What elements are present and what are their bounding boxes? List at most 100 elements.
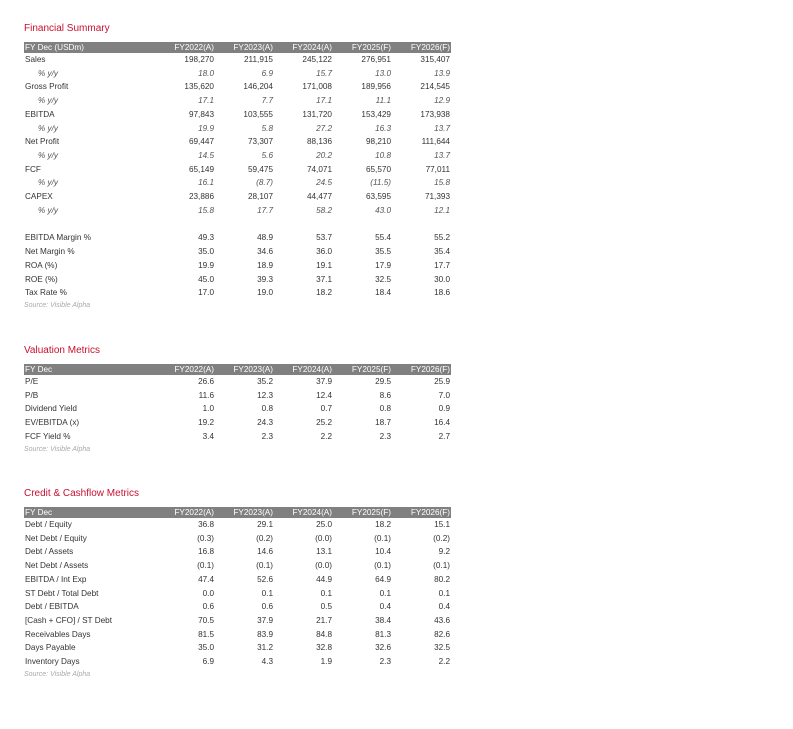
value-cell: 58.2	[316, 205, 332, 215]
table-row: P/E 26.6 35.2 37.9 29.5 25.9	[24, 375, 451, 389]
value-cell: 29.5	[375, 377, 391, 386]
value-cell: 37.9	[316, 377, 332, 386]
value-cell: 16.1	[198, 178, 214, 188]
valuation-metrics-body: P/E 26.6 35.2 37.9 29.5 25.9 P/B 11.6 12.3 12.4 8.…	[24, 375, 451, 444]
table-row: Net Debt / Equity (0.3) (0.2) (0.0) (0.1) (0.…	[24, 532, 451, 546]
value-cell: 17.1	[198, 96, 214, 106]
header-cell: FY2022(A)	[174, 365, 214, 374]
row-label: ROE (%)	[25, 274, 58, 284]
value-cell: 17.7	[257, 205, 273, 215]
value-cell: 20.2	[316, 150, 332, 160]
financial-summary-table: FY Dec (USDm) FY2022(A) FY2023(A) FY2024…	[24, 42, 451, 300]
value-cell: 97,843	[188, 109, 214, 119]
table-row: Debt / Equity 36.8 29.1 25.0 18.2 15.1	[24, 518, 451, 532]
value-cell: 84.8	[316, 629, 332, 639]
value-cell: 65,570	[365, 164, 391, 174]
value-cell: 12.3	[257, 390, 273, 400]
source-note: Source: Visible Alpha	[24, 301, 91, 309]
value-cell: 0.7	[320, 404, 332, 414]
financial-summary-title: Financial Summary	[24, 23, 110, 34]
value-cell: 18.2	[316, 288, 332, 298]
value-cell: 103,555	[243, 109, 273, 119]
value-cell: 47.4	[198, 574, 214, 584]
value-cell: 18.4	[375, 288, 391, 298]
row-label: FCF Yield %	[25, 431, 71, 441]
value-cell: 9.2	[438, 547, 450, 557]
value-cell: 25.0	[316, 520, 332, 529]
value-cell: 38.4	[375, 615, 391, 625]
value-cell: 6.9	[202, 657, 214, 667]
table-row: EBITDA / Int Exp 47.4 52.6 44.9 64.9 80.2	[24, 573, 451, 587]
spacer-row	[24, 217, 451, 231]
table-row: Receivables Days 81.5 83.9 84.8 81.3 82.6	[24, 628, 451, 642]
table-row: % y/y 15.8 17.7 58.2 43.0 12.1	[24, 204, 451, 218]
value-cell: 25.2	[316, 418, 332, 428]
value-cell: (11.5)	[370, 178, 391, 188]
table-row: Debt / EBITDA 0.6 0.6 0.5 0.4 0.4	[24, 600, 451, 614]
row-label: % y/y	[38, 205, 59, 215]
value-cell: 5.8	[261, 123, 273, 133]
value-cell: 59,475	[247, 164, 273, 174]
value-cell: 44.9	[316, 574, 332, 584]
value-cell: 11.1	[375, 96, 391, 106]
value-cell: 10.4	[375, 547, 391, 557]
value-cell: 2.3	[379, 431, 391, 441]
value-cell: 36.8	[198, 520, 214, 529]
value-cell: 19.9	[198, 123, 214, 133]
table-row: EBITDA Margin % 49.3 48.9 53.7 55.4 55.2	[24, 231, 451, 245]
value-cell: 14.6	[257, 547, 273, 557]
header-cell: FY2022(A)	[174, 43, 214, 52]
value-cell: 2.3	[379, 657, 391, 667]
value-cell: (0.1)	[374, 561, 391, 571]
value-cell: 18.6	[434, 288, 450, 298]
value-cell: 19.9	[198, 260, 214, 270]
value-cell: 16.8	[198, 547, 214, 557]
value-cell: 13.1	[316, 547, 332, 557]
row-label: Debt / Assets	[25, 547, 74, 557]
value-cell: 35.4	[434, 247, 450, 257]
row-label: Net Debt / Equity	[25, 533, 87, 543]
value-cell: 27.2	[316, 123, 332, 133]
table-row: FCF Yield % 3.4 2.3 2.2 2.3 2.7	[24, 430, 451, 444]
header-cell: FY2025(F)	[351, 365, 391, 374]
value-cell: 0.6	[202, 602, 214, 612]
value-cell: 245,122	[302, 55, 332, 64]
header-cell: FY2024(A)	[292, 365, 332, 374]
value-cell: 18.7	[375, 418, 391, 428]
value-cell: 131,720	[302, 109, 332, 119]
row-label: CAPEX	[25, 192, 53, 202]
value-cell: 69,447	[188, 137, 214, 147]
source-note: Source: Visible Alpha	[24, 670, 91, 678]
value-cell: 198,270	[184, 55, 214, 64]
table-row: Dividend Yield 1.0 0.8 0.7 0.8 0.9	[24, 402, 451, 416]
table-row: ROE (%) 45.0 39.3 37.1 32.5 30.0	[24, 273, 451, 287]
value-cell: 18.2	[375, 520, 391, 529]
table-row: % y/y 16.1 (8.7) 24.5 (11.5) 15.8	[24, 176, 451, 190]
value-cell: (0.1)	[374, 533, 391, 543]
value-cell: 7.7	[261, 96, 273, 106]
value-cell: 29.1	[257, 520, 273, 529]
value-cell: 16.3	[375, 123, 391, 133]
value-cell: 77,011	[425, 164, 450, 174]
header-cell: FY2024(A)	[292, 43, 332, 52]
row-label: EBITDA / Int Exp	[25, 574, 87, 584]
value-cell: 35.0	[198, 643, 214, 653]
value-cell: 18.0	[198, 68, 214, 78]
row-label: EBITDA	[25, 109, 55, 119]
value-cell: 39.3	[257, 274, 273, 284]
value-cell: 173,938	[420, 109, 450, 119]
table-row: ST Debt / Total Debt 0.0 0.1 0.1 0.1 0.1	[24, 587, 451, 601]
table-row: [Cash + CFO] / ST Debt 70.5 37.9 21.7 38.4 43…	[24, 614, 451, 628]
header-cell: FY2025(F)	[351, 43, 391, 52]
table-row: Tax Rate % 17.0 19.0 18.2 18.4 18.6	[24, 286, 451, 300]
value-cell: 2.2	[438, 657, 450, 667]
table-row: Net Profit 69,447 73,307 88,136 98,210 111,64…	[24, 135, 451, 149]
value-cell: 5.6	[261, 150, 273, 160]
value-cell: 19.1	[316, 260, 332, 270]
value-cell: 81.5	[198, 629, 214, 639]
source-note: Source: Visible Alpha	[24, 445, 91, 453]
table-row: Inventory Days 6.9 4.3 1.9 2.3 2.2	[24, 655, 451, 669]
credit-cashflow-body: Debt / Equity 36.8 29.1 25.0 18.2 15.1 Net Deb…	[24, 518, 451, 669]
value-cell: 15.7	[316, 68, 332, 78]
value-cell: 15.1	[434, 520, 450, 529]
